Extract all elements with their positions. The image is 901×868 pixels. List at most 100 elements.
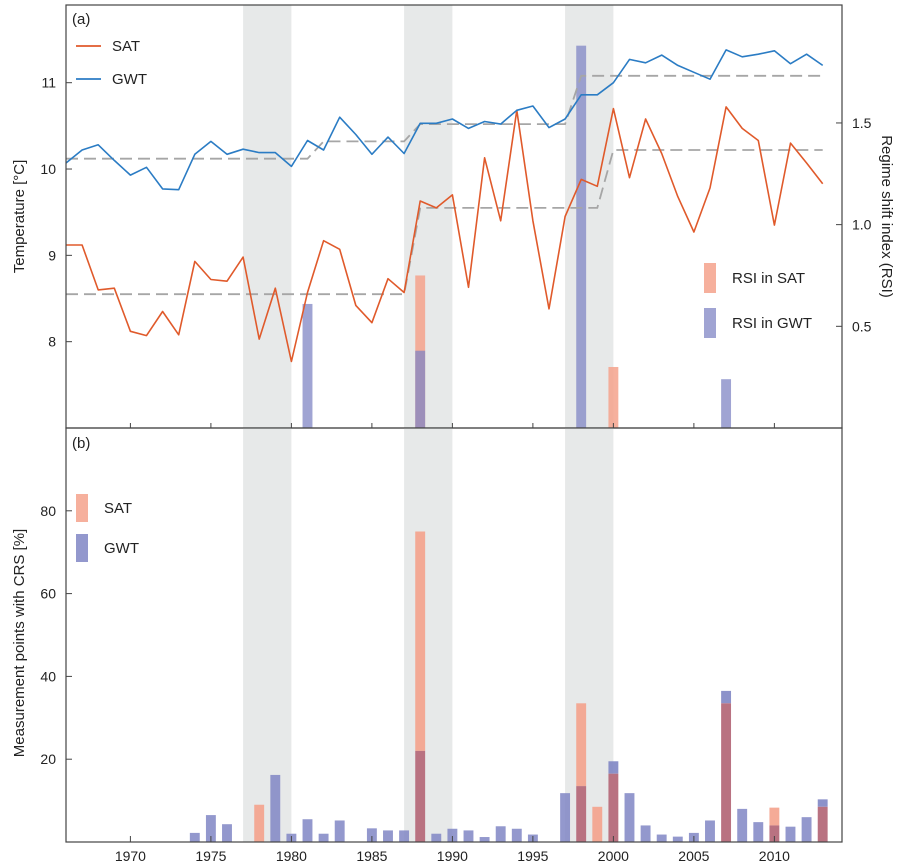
a-legend-swatch-rsi-0 [704, 263, 716, 293]
panel-b: 20 40 60 80 1970 1975 1980 1985 1990 1995 2000 200… [11, 427, 843, 864]
a-legend-swatch-rsi-1 [704, 308, 716, 338]
gwt-bar-1986 [383, 830, 393, 842]
a-ytick-label-8: 8 [48, 334, 56, 350]
gwt-bar-2000 [608, 761, 619, 774]
gwt-bar-2010 [769, 825, 780, 842]
a-legend-label-rsi-1: RSI in GWT [732, 315, 812, 332]
gwt-bar-1983 [334, 820, 345, 842]
panel-label-a: (a) [72, 11, 90, 28]
a-ytick-right-label-1: 1.0 [852, 217, 872, 233]
a-shade-0 [243, 5, 292, 428]
gwt-bar-1990 [447, 828, 458, 842]
x-tick-label-1995: 1995 [517, 848, 548, 864]
gwt-bar-1974 [189, 832, 200, 842]
gwt-bar-2001 [624, 793, 635, 842]
b-legend-swatch-gwt [76, 534, 88, 562]
b-ytick-label-40: 40 [40, 668, 56, 684]
b-plot-frame [65, 427, 843, 843]
b-legend: SAT GWT [76, 494, 139, 562]
a-plot-frame [65, 4, 843, 429]
a-ytick-label-10: 10 [40, 161, 56, 177]
a-legend-label-sat: SAT [112, 38, 140, 55]
x-tick-label-2005: 2005 [678, 848, 709, 864]
a-ytick-label-11: 11 [41, 75, 56, 91]
b-shade-0 [243, 428, 292, 842]
gwt-bar-2008 [737, 808, 748, 842]
gwt-line [65, 49, 824, 191]
gwt-bar-1988 [415, 750, 426, 842]
gwt-bar-1975 [205, 815, 216, 842]
sat-line [66, 106, 824, 363]
x-tick-label-1990: 1990 [437, 848, 468, 864]
x-tick-label-2000: 2000 [598, 848, 629, 864]
sat-bar-2000 [608, 773, 619, 842]
rsi-gwt-bar-1998 [576, 45, 587, 429]
b-legend-swatch-sat [76, 494, 88, 522]
a-left-axis: 8 9 10 11 [40, 75, 775, 428]
gwt-bar-2004 [672, 836, 683, 842]
x-tick-label-1985: 1985 [356, 848, 387, 864]
panel-label-b: (b) [72, 435, 90, 452]
gwt-bar-1976 [222, 824, 232, 842]
gwt-regime-line [66, 74, 823, 160]
a-ytick-label-9: 9 [48, 247, 56, 263]
b-ylabel: Measurement points with CRS [%] [11, 529, 28, 757]
a-right-axis: 0.5 1.0 1.5 [836, 115, 872, 334]
gwt-bar-1985 [366, 828, 377, 842]
gwt-bar-2012 [801, 817, 812, 842]
b-legend-label-gwt: GWT [104, 540, 139, 557]
sat-bar-2007 [721, 703, 732, 842]
sat-bar-1978 [254, 804, 265, 842]
a-series-lines [65, 49, 824, 363]
b-ytick-label-80: 80 [40, 503, 56, 519]
gwt-bar-1992 [479, 837, 490, 842]
gwt-bar-1987 [399, 830, 410, 842]
rsi-sat-bar-2000 [608, 366, 619, 428]
a-legend-label-rsi-0: RSI in SAT [732, 270, 805, 287]
rsi-gwt-bar-1981 [302, 303, 313, 428]
sat-regime-line [66, 149, 823, 296]
a-ylabel: Temperature [°C] [11, 160, 28, 274]
panel-a: 8 9 10 11 0.5 1.0 1.5 (a) Temperature [°C] Re… [11, 4, 895, 429]
sat-bar-2010 [769, 807, 780, 826]
gwt-bar-2013 [817, 799, 828, 807]
b-ytick-label-20: 20 [40, 751, 56, 767]
a-ytick-right-label-0: 0.5 [852, 318, 872, 334]
gwt-bar-2002 [640, 825, 651, 842]
sat-bar-1988 [415, 531, 426, 751]
b-legend-label-sat: SAT [104, 500, 132, 517]
b-shaded-periods [243, 428, 614, 842]
b-x-axis: 1970 1975 1980 1985 1990 1995 2000 2005 2010 [115, 836, 790, 864]
gwt-bar-1997 [560, 793, 571, 842]
gwt-bar-2007 [721, 690, 732, 704]
b-left-axis: 20 40 60 80 [40, 503, 72, 767]
gwt-bar-2006 [705, 820, 715, 842]
a-shaded-periods [243, 5, 614, 428]
a-ytick-right-label-2: 1.5 [852, 115, 872, 131]
sat-bar-1998 [576, 703, 587, 787]
gwt-bar-1982 [318, 833, 329, 842]
gwt-bar-1994 [511, 828, 522, 842]
sat-bar-2013 [817, 806, 828, 842]
x-tick-label-2010: 2010 [759, 848, 790, 864]
gwt-bar-1989 [431, 833, 442, 842]
b-ytick-label-60: 60 [40, 586, 56, 602]
b-shade-1 [404, 428, 453, 842]
sat-bar-1999 [592, 806, 603, 842]
x-tick-label-1975: 1975 [195, 848, 226, 864]
gwt-bar-1993 [495, 826, 506, 842]
b-bars [189, 531, 828, 842]
gwt-bar-2003 [656, 834, 667, 842]
rsi-gwt-bar-2007 [721, 379, 732, 428]
gwt-bar-2011 [785, 826, 796, 842]
gwt-bar-1991 [463, 830, 474, 842]
gwt-bar-1998 [576, 786, 587, 842]
gwt-bar-1979 [270, 774, 281, 842]
rsi-gwt-bar-1988 [415, 350, 426, 428]
a-legend: SAT GWT RSI in SAT RSI in GWT [76, 38, 812, 338]
a-shade-2 [565, 5, 614, 428]
a-shade-1 [404, 5, 453, 428]
x-tick-label-1980: 1980 [276, 848, 307, 864]
a-ylabel-right: Regime shift index (RSI) [878, 135, 895, 298]
